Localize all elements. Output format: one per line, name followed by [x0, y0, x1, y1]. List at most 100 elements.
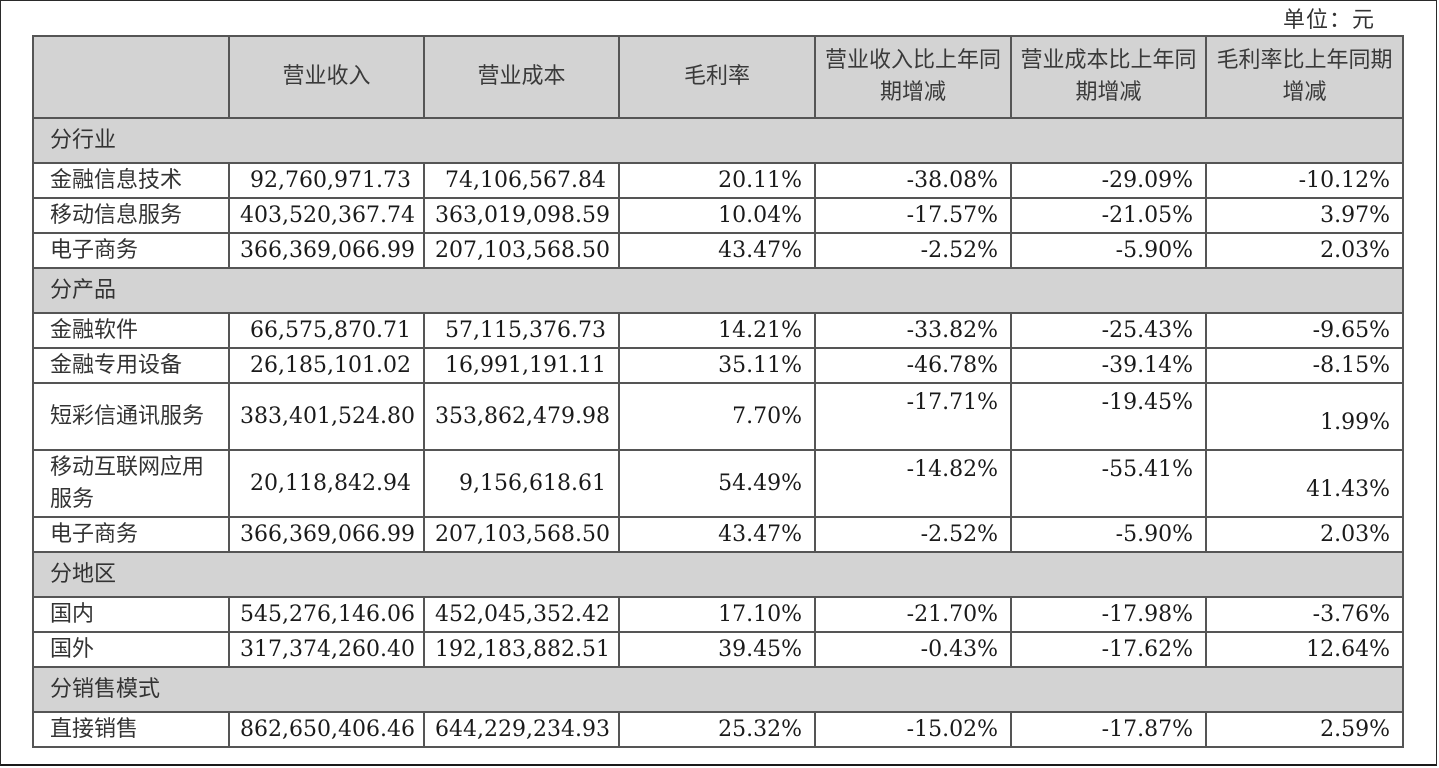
cell-gross-margin: 7.70% — [618, 382, 816, 451]
table-row: 电子商务 366,369,066.99 207,103,568.50 43.47… — [32, 516, 1404, 553]
cell-cost: 9,156,618.61 — [423, 449, 620, 518]
cell-cost: 57,115,376.73 — [423, 312, 620, 349]
cell-cost-yoy: -5.90% — [1010, 232, 1207, 269]
section-title: 分行业 — [32, 117, 1404, 164]
cell-margin-yoy: 41.43% — [1205, 449, 1404, 518]
cell-cost-yoy: -25.43% — [1010, 312, 1207, 349]
section-row-industry: 分行业 — [32, 117, 1404, 164]
cell-revenue-yoy: -21.70% — [814, 596, 1012, 633]
cell-revenue: 26,185,101.02 — [228, 347, 425, 384]
cell-gross-margin: 43.47% — [618, 516, 816, 553]
cell-revenue: 545,276,146.06 — [228, 596, 425, 633]
cell-revenue: 862,650,406.46 — [228, 711, 425, 748]
cell-gross-margin: 54.49% — [618, 449, 816, 518]
table-row: 金融软件 66,575,870.71 57,115,376.73 14.21% … — [32, 312, 1404, 349]
section-title: 分销售模式 — [32, 666, 1404, 713]
cell-revenue: 20,118,842.94 — [228, 449, 425, 518]
header-cost-yoy: 营业成本比上年同期增减 — [1010, 35, 1207, 119]
cell-gross-margin: 17.10% — [618, 596, 816, 633]
section-row-sales-mode: 分销售模式 — [32, 666, 1404, 713]
table-row: 国外 317,374,260.40 192,183,882.51 39.45% … — [32, 631, 1404, 668]
cell-gross-margin: 14.21% — [618, 312, 816, 349]
cell-cost-yoy: -19.45% — [1010, 382, 1207, 451]
cell-gross-margin: 35.11% — [618, 347, 816, 384]
cell-cost-yoy: -5.90% — [1010, 516, 1207, 553]
cell-revenue: 383,401,524.80 — [228, 382, 425, 451]
row-label: 短彩信通讯服务 — [32, 382, 230, 451]
row-label: 金融信息技术 — [32, 162, 230, 199]
cell-cost: 452,045,352.42 — [423, 596, 620, 633]
row-label: 国外 — [32, 631, 230, 668]
section-title: 分产品 — [32, 267, 1404, 314]
cell-revenue-yoy: -46.78% — [814, 347, 1012, 384]
cell-revenue: 66,575,870.71 — [228, 312, 425, 349]
header-margin-yoy: 毛利率比上年同期增减 — [1205, 35, 1404, 119]
table-row: 金融信息技术 92,760,971.73 74,106,567.84 20.11… — [32, 162, 1404, 199]
cell-gross-margin: 39.45% — [618, 631, 816, 668]
header-revenue-yoy: 营业收入比上年同期增减 — [814, 35, 1012, 119]
cell-cost-yoy: -29.09% — [1010, 162, 1207, 199]
header-gross-margin: 毛利率 — [618, 35, 816, 119]
row-label: 电子商务 — [32, 516, 230, 553]
cell-revenue-yoy: -15.02% — [814, 711, 1012, 748]
table-row: 短彩信通讯服务 383,401,524.80 353,862,479.98 7.… — [32, 382, 1404, 451]
cell-revenue: 366,369,066.99 — [228, 232, 425, 269]
cell-margin-yoy: -10.12% — [1205, 162, 1404, 199]
section-row-region: 分地区 — [32, 551, 1404, 598]
row-label: 移动互联网应用服务 — [32, 449, 230, 518]
cell-cost-yoy: -55.41% — [1010, 449, 1207, 518]
cell-gross-margin: 10.04% — [618, 197, 816, 234]
cell-revenue-yoy: -2.52% — [814, 516, 1012, 553]
row-label: 移动信息服务 — [32, 197, 230, 234]
cell-margin-yoy: 3.97% — [1205, 197, 1404, 234]
cell-cost: 16,991,191.11 — [423, 347, 620, 384]
cell-margin-yoy: 1.99% — [1205, 382, 1404, 451]
cell-cost: 363,019,098.59 — [423, 197, 620, 234]
row-label: 电子商务 — [32, 232, 230, 269]
header-row: 营业收入 营业成本 毛利率 营业收入比上年同期增减 营业成本比上年同期增减 毛利… — [32, 35, 1404, 119]
row-label: 金融专用设备 — [32, 347, 230, 384]
row-label: 金融软件 — [32, 312, 230, 349]
cell-gross-margin: 20.11% — [618, 162, 816, 199]
cell-margin-yoy: 12.64% — [1205, 631, 1404, 668]
cell-revenue: 317,374,260.40 — [228, 631, 425, 668]
cell-cost: 353,862,479.98 — [423, 382, 620, 451]
cell-revenue: 366,369,066.99 — [228, 516, 425, 553]
cell-cost-yoy: -17.62% — [1010, 631, 1207, 668]
cell-cost-yoy: -39.14% — [1010, 347, 1207, 384]
cell-cost: 74,106,567.84 — [423, 162, 620, 199]
table-row: 金融专用设备 26,185,101.02 16,991,191.11 35.11… — [32, 347, 1404, 384]
cell-cost-yoy: -21.05% — [1010, 197, 1207, 234]
section-title: 分地区 — [32, 551, 1404, 598]
cell-gross-margin: 25.32% — [618, 711, 816, 748]
header-blank — [32, 35, 230, 119]
row-label: 国内 — [32, 596, 230, 633]
cell-revenue-yoy: -38.08% — [814, 162, 1012, 199]
cell-margin-yoy: 2.03% — [1205, 232, 1404, 269]
cell-cost-yoy: -17.87% — [1010, 711, 1207, 748]
cell-margin-yoy: 2.03% — [1205, 516, 1404, 553]
cell-cost: 192,183,882.51 — [423, 631, 620, 668]
table-row: 直接销售 862,650,406.46 644,229,234.93 25.32… — [32, 711, 1404, 748]
cell-margin-yoy: -3.76% — [1205, 596, 1404, 633]
table-row: 国内 545,276,146.06 452,045,352.42 17.10% … — [32, 596, 1404, 633]
header-cost: 营业成本 — [423, 35, 620, 119]
row-label: 直接销售 — [32, 711, 230, 748]
header-revenue: 营业收入 — [228, 35, 425, 119]
table-row: 电子商务 366,369,066.99 207,103,568.50 43.47… — [32, 232, 1404, 269]
cell-revenue: 403,520,367.74 — [228, 197, 425, 234]
section-row-product: 分产品 — [32, 267, 1404, 314]
cell-revenue-yoy: -2.52% — [814, 232, 1012, 269]
cell-cost: 644,229,234.93 — [423, 711, 620, 748]
cell-revenue-yoy: -14.82% — [814, 449, 1012, 518]
cell-margin-yoy: -8.15% — [1205, 347, 1404, 384]
cell-revenue-yoy: -33.82% — [814, 312, 1012, 349]
cell-cost-yoy: -17.98% — [1010, 596, 1207, 633]
cell-revenue-yoy: -17.71% — [814, 382, 1012, 451]
table-row: 移动信息服务 403,520,367.74 363,019,098.59 10.… — [32, 197, 1404, 234]
financial-table: 营业收入 营业成本 毛利率 营业收入比上年同期增减 营业成本比上年同期增减 毛利… — [32, 35, 1404, 748]
cell-cost: 207,103,568.50 — [423, 232, 620, 269]
cell-revenue-yoy: -0.43% — [814, 631, 1012, 668]
cell-gross-margin: 43.47% — [618, 232, 816, 269]
